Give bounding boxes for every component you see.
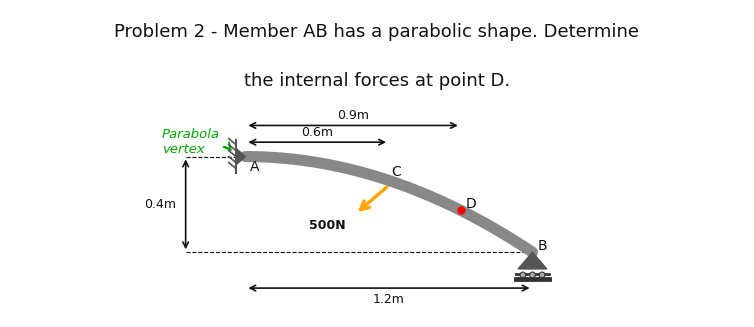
Text: 0.9m: 0.9m [337,109,369,122]
Text: 500N: 500N [309,219,346,232]
Circle shape [520,272,526,278]
Text: 0.4m: 0.4m [144,198,176,211]
Text: Parabola
vertex: Parabola vertex [162,128,219,156]
Text: the internal forces at point D.: the internal forces at point D. [244,72,510,90]
Circle shape [529,272,535,278]
Circle shape [539,272,545,278]
Text: D: D [465,197,477,211]
Polygon shape [518,252,547,269]
Text: A: A [250,160,259,174]
Polygon shape [236,148,246,165]
Text: 1.2m: 1.2m [373,293,405,306]
Text: C: C [391,165,401,179]
Text: Problem 2 - Member AB has a parabolic shape. Determine: Problem 2 - Member AB has a parabolic sh… [115,23,639,41]
Text: 0.6m: 0.6m [301,126,333,139]
Text: B: B [538,239,547,253]
